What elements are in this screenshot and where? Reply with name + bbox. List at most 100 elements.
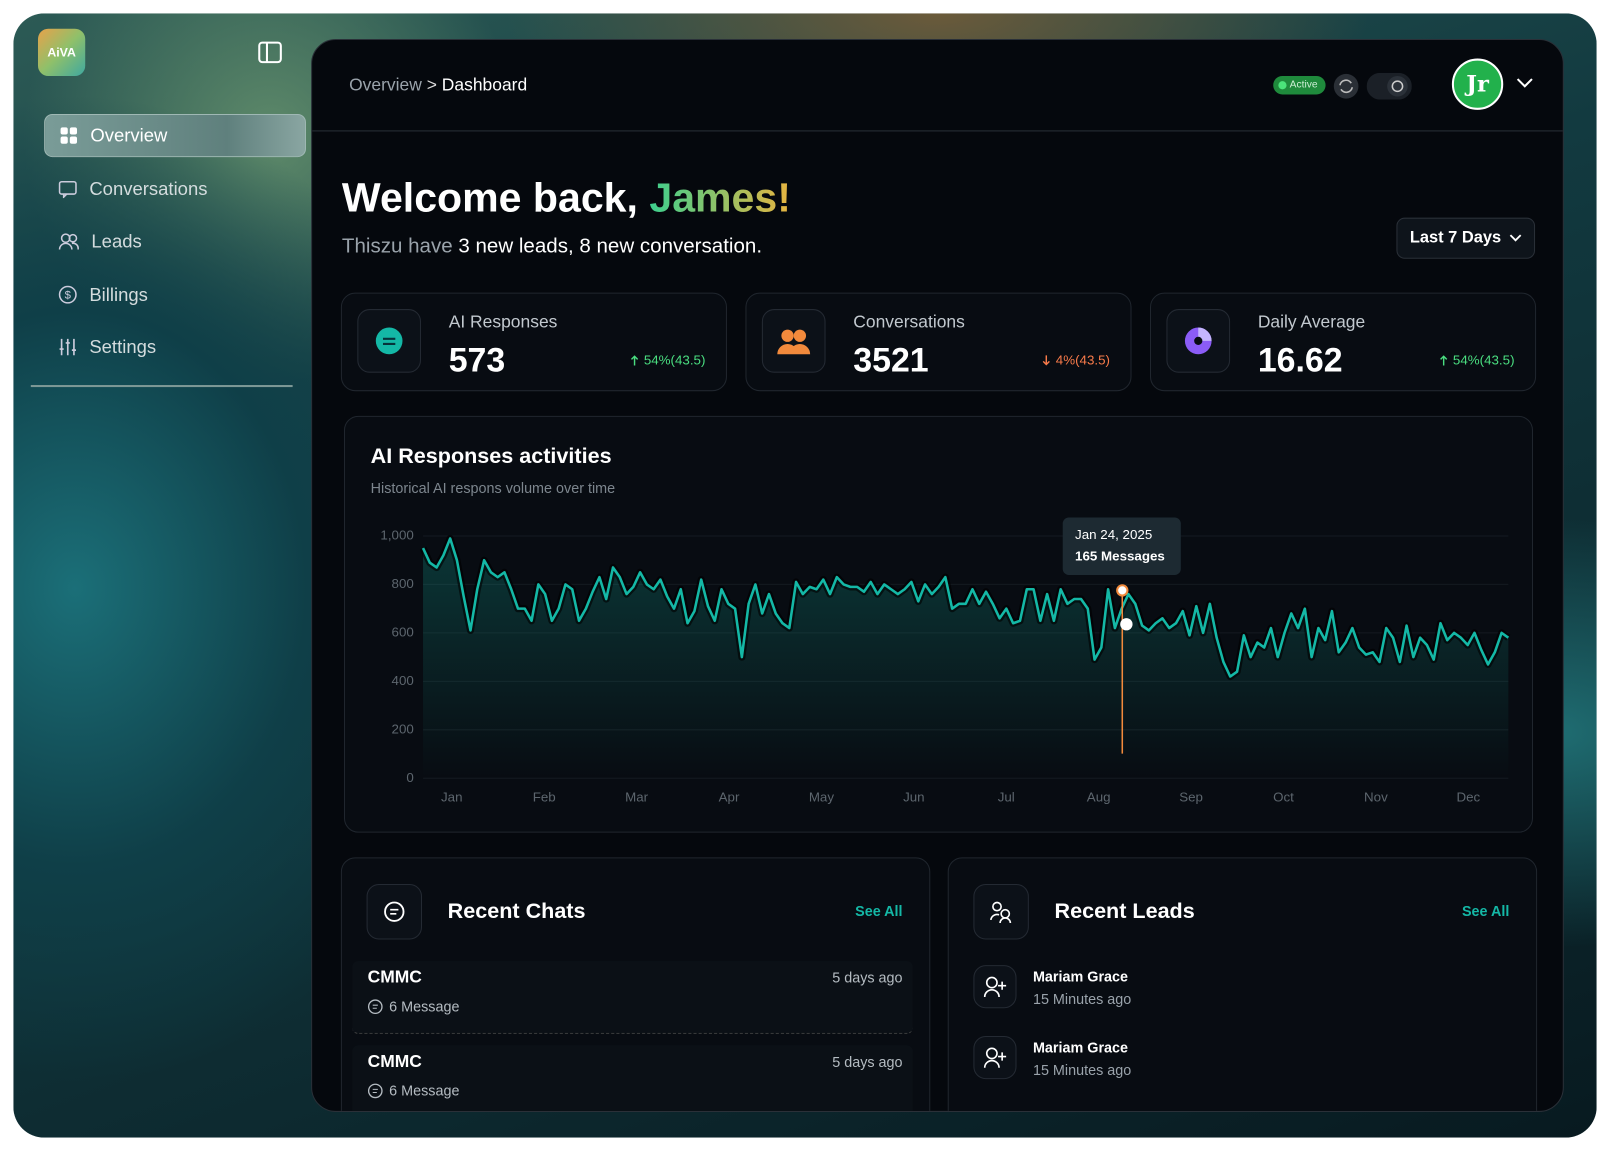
- line: [421, 537, 1510, 678]
- x-tick-label: Aug: [1087, 789, 1111, 804]
- x-tick-label: Feb: [533, 789, 556, 804]
- y-tick-label: 1,000: [380, 527, 413, 542]
- x-tick-label: Dec: [1456, 789, 1480, 804]
- x-tick-label: Apr: [719, 789, 740, 804]
- x-tick-label: Oct: [1273, 789, 1294, 804]
- lead-name[interactable]: Mariam Grace: [1032, 1039, 1129, 1056]
- chart-subtitle: Historical AI respons volume over time: [370, 479, 616, 496]
- breadcrumb: Overview > Dashboard: [349, 75, 527, 96]
- logo[interactable]: AiVA: [37, 28, 86, 76]
- lead-time: 15 Minutes ago: [1032, 1061, 1132, 1079]
- welcome-subtitle: Thiszu have 3 new leads, 8 new conversat…: [342, 235, 762, 259]
- chats-icon: [366, 884, 423, 940]
- cursor-dot: [1116, 584, 1129, 597]
- leads-icon: [973, 884, 1029, 940]
- stat-label: Conversations: [853, 312, 965, 332]
- range-text: Last 7 Days: [1409, 228, 1502, 247]
- stat-value: 573: [448, 340, 506, 379]
- chat-messages-text: 6 Message: [389, 1082, 460, 1099]
- area: [423, 538, 1509, 779]
- stat-card: Daily Average 16.62 54%(43.5): [1150, 292, 1537, 392]
- tooltip: Jan 24, 2025 165 Messages: [1062, 517, 1181, 575]
- subtitle-highlight: 3 new leads, 8 new conversation.: [458, 235, 763, 258]
- chat-time: 5 days ago: [832, 969, 903, 986]
- y-tick-label: 400: [392, 673, 414, 688]
- main-panel: Overview > Dashboard Active Jr Welcome b…: [311, 39, 1564, 1112]
- chat-messages: 6 Message: [367, 998, 459, 1014]
- chat-time: 5 days ago: [832, 1053, 903, 1070]
- stat-icon: [1166, 309, 1231, 373]
- chat-name: CMMC: [367, 967, 422, 987]
- lead-time: 15 Minutes ago: [1032, 990, 1132, 1008]
- range-select[interactable]: Last 7 Days: [1396, 217, 1536, 259]
- stat-icon: [357, 309, 421, 373]
- tooltip-date: Jan 24, 2025: [1075, 526, 1153, 543]
- nav-label: Overview: [90, 124, 168, 146]
- welcome-title: Welcome back, James!: [342, 176, 791, 222]
- y-tick-label: 600: [392, 624, 414, 639]
- chat-row[interactable]: CMMC 5 days ago 6 Message: [352, 961, 913, 1034]
- avatar[interactable]: Jr: [1451, 58, 1504, 110]
- sidebar-toggle[interactable]: [258, 41, 283, 64]
- nav-label: Billings: [89, 283, 148, 305]
- x-tick-label: Sep: [1179, 789, 1203, 804]
- chats-title: Recent Chats: [447, 899, 586, 924]
- chat-row[interactable]: CMMC 5 days ago 6 Message: [352, 1045, 913, 1111]
- stat-change-text: 4%(43.5): [1055, 352, 1110, 368]
- stat-icon: [761, 309, 826, 373]
- stat-change-text: 54%(43.5): [643, 352, 706, 368]
- nav-label: Conversations: [89, 178, 208, 199]
- chat-messages: 6 Message: [367, 1082, 460, 1099]
- y-tick-label: 800: [392, 576, 414, 591]
- header-divider: [312, 130, 1563, 132]
- y-tick-label: 200: [392, 721, 414, 736]
- leads-see-all[interactable]: See All: [1461, 902, 1510, 919]
- nav-item[interactable]: Overview: [44, 113, 306, 158]
- stat-change-text: 54%(43.5): [1452, 352, 1515, 368]
- x-tick-label: Mar: [625, 789, 649, 804]
- stat-change: 54%(43.5): [1440, 352, 1515, 368]
- breadcrumb-link[interactable]: Overview: [349, 74, 422, 95]
- leads-title: Recent Leads: [1054, 899, 1195, 924]
- nav-label: Settings: [89, 336, 157, 357]
- chart-title: AI Responses activities: [370, 444, 612, 469]
- breadcrumb-current: Dashboard: [441, 74, 528, 95]
- recent-leads-card: Recent Leads See All Mariam Grace 15 Minu…: [947, 857, 1538, 1111]
- x-tick-label: Jun: [903, 789, 925, 804]
- stat-change: 54%(43.5): [630, 352, 706, 368]
- lead-name[interactable]: Mariam Grace: [1032, 968, 1129, 985]
- stat-card: AI Responses 573 54%(43.5): [340, 292, 727, 392]
- stat-change: 4%(43.5): [1042, 352, 1110, 368]
- subtitle-prefix: Thiszu have: [341, 235, 453, 258]
- nav-item[interactable]: Conversations: [44, 167, 306, 210]
- x-tick-label: May: [809, 789, 835, 804]
- user-name: James!: [649, 175, 791, 221]
- status-text: Active: [1289, 79, 1318, 91]
- x-tick-label: Nov: [1364, 789, 1388, 804]
- chart: 0 200 400 600 800 1,000 Jan Feb Mar Apr May Jun Jul A…: [380, 527, 1511, 804]
- chevron: [1509, 234, 1522, 242]
- stat-value: 16.62: [1257, 340, 1343, 379]
- refresh-button[interactable]: [1333, 73, 1360, 100]
- nav-item[interactable]: Settings: [44, 325, 306, 368]
- stat-label: AI Responses: [448, 312, 558, 332]
- x-tick-label: Jan: [441, 789, 463, 804]
- y-tick-label: 0: [406, 770, 413, 785]
- avatar-dropdown[interactable]: [1516, 77, 1534, 89]
- stat-label: Daily Average: [1257, 312, 1366, 332]
- x-tick-label: Jul: [998, 789, 1015, 804]
- svg-text:$: $: [65, 290, 72, 302]
- nav-item[interactable]: $ Billings: [44, 273, 306, 316]
- sidebar-divider: [30, 385, 293, 388]
- theme-toggle[interactable]: [1366, 72, 1412, 100]
- lead-icon: [973, 1035, 1017, 1080]
- stat-card: Conversations 3521 4%(43.5): [745, 292, 1132, 392]
- stat-value: 3521: [853, 340, 929, 379]
- chats-see-all[interactable]: See All: [855, 902, 903, 919]
- hover-dot: [1120, 618, 1133, 631]
- lead-icon: [973, 965, 1017, 1009]
- recent-chats-card: Recent Chats See All CMMC 5 days ago 6 Mes…: [340, 857, 931, 1111]
- nav-item[interactable]: Leads: [44, 220, 306, 263]
- status-pill: Active: [1273, 75, 1326, 95]
